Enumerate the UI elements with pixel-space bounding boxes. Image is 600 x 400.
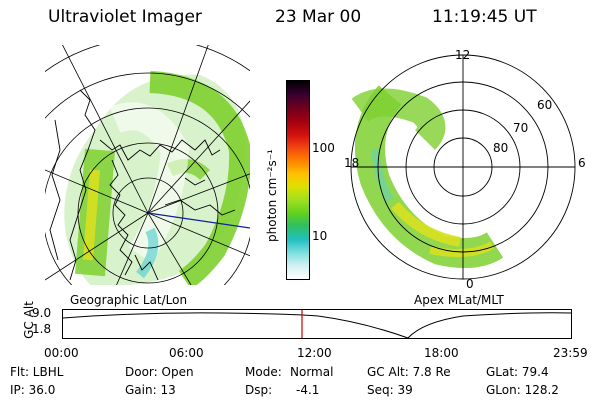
x-tick-1800: 18:00 xyxy=(424,346,459,360)
info-door: Door: Open xyxy=(125,365,194,379)
gc-alt-timeline xyxy=(62,309,572,339)
lat-label-80: 80 xyxy=(493,141,509,155)
x-tick-1200: 12:00 xyxy=(297,346,332,360)
info-seq: Seq: 39 xyxy=(367,383,413,397)
y-tick-1-8: 1.8 xyxy=(32,322,52,336)
info-glat: GLat: 79.4 xyxy=(486,365,549,379)
apex-panel-caption: Apex MLat/MLT xyxy=(414,293,504,307)
mlt-label-0: 0 xyxy=(466,277,474,291)
colorbar xyxy=(286,80,310,280)
geo-panel-caption: Geographic Lat/Lon xyxy=(70,293,188,307)
header-date: 23 Mar 00 xyxy=(275,7,362,27)
mlt-label-6: 6 xyxy=(578,156,586,170)
info-mode-label: Mode: xyxy=(245,365,282,379)
colorbar-tick-10: 10 xyxy=(312,229,328,243)
info-ip: IP: 36.0 xyxy=(10,383,56,397)
y-tick-9: 9.0 xyxy=(32,306,52,320)
lat-label-60: 60 xyxy=(537,98,553,112)
x-tick-0000: 00:00 xyxy=(44,346,79,360)
info-dsp-label: Dsp: xyxy=(245,383,273,397)
mlt-label-18: 18 xyxy=(344,156,360,170)
colorbar-tick-100: 100 xyxy=(312,141,335,155)
info-glon: GLon: 128.2 xyxy=(486,383,559,397)
info-dsp-value: -4.1 xyxy=(296,383,320,397)
app-title: Ultraviolet Imager xyxy=(48,7,202,27)
header-time: 11:19:45 UT xyxy=(432,7,537,27)
mlt-label-12: 12 xyxy=(455,48,471,62)
info-filter: Flt: LBHL xyxy=(10,365,64,379)
lat-label-70: 70 xyxy=(513,121,529,135)
info-mode-value: Normal xyxy=(290,365,334,379)
x-tick-0600: 06:00 xyxy=(169,346,204,360)
info-gain: Gain: 13 xyxy=(125,383,176,397)
info-gc-alt: GC Alt: 7.8 Re xyxy=(367,365,451,379)
x-tick-2359: 23:59 xyxy=(553,346,588,360)
